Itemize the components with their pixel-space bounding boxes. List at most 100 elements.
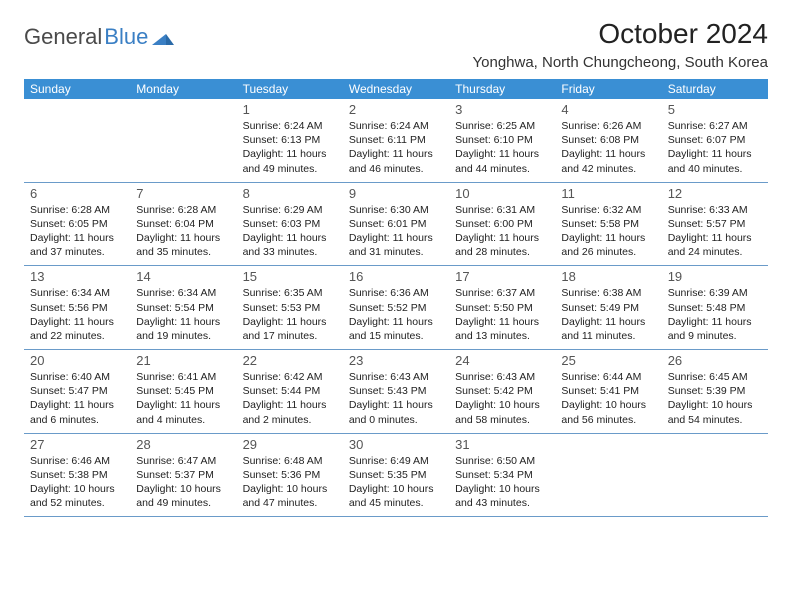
sunrise-line: Sunrise: 6:29 AM: [243, 203, 337, 217]
sunset-line: Sunset: 5:39 PM: [668, 384, 762, 398]
sunrise-line: Sunrise: 6:45 AM: [668, 370, 762, 384]
daylight-line: Daylight: 11 hours and 22 minutes.: [30, 315, 124, 343]
daylight-line: Daylight: 11 hours and 17 minutes.: [243, 315, 337, 343]
calendar-day: 12Sunrise: 6:33 AMSunset: 5:57 PMDayligh…: [662, 183, 768, 266]
day-number: 31: [455, 437, 549, 452]
sunset-line: Sunset: 5:35 PM: [349, 468, 443, 482]
calendar-day: 29Sunrise: 6:48 AMSunset: 5:36 PMDayligh…: [237, 434, 343, 517]
sunrise-line: Sunrise: 6:24 AM: [349, 119, 443, 133]
sunrise-line: Sunrise: 6:28 AM: [30, 203, 124, 217]
sunset-line: Sunset: 5:56 PM: [30, 301, 124, 315]
logo-icon: [152, 29, 174, 45]
sunrise-line: Sunrise: 6:39 AM: [668, 286, 762, 300]
sunset-line: Sunset: 5:36 PM: [243, 468, 337, 482]
day-number: 8: [243, 186, 337, 201]
sunrise-line: Sunrise: 6:38 AM: [561, 286, 655, 300]
calendar-week: 27Sunrise: 6:46 AMSunset: 5:38 PMDayligh…: [24, 434, 768, 518]
day-number: 30: [349, 437, 443, 452]
sunrise-line: Sunrise: 6:46 AM: [30, 454, 124, 468]
day-number: 23: [349, 353, 443, 368]
daylight-line: Daylight: 11 hours and 9 minutes.: [668, 315, 762, 343]
sunrise-line: Sunrise: 6:34 AM: [136, 286, 230, 300]
daylight-line: Daylight: 11 hours and 28 minutes.: [455, 231, 549, 259]
sunrise-line: Sunrise: 6:37 AM: [455, 286, 549, 300]
day-number: 15: [243, 269, 337, 284]
calendar-day: [662, 434, 768, 517]
sunset-line: Sunset: 5:42 PM: [455, 384, 549, 398]
calendar-day: 2Sunrise: 6:24 AMSunset: 6:11 PMDaylight…: [343, 99, 449, 182]
sunset-line: Sunset: 5:50 PM: [455, 301, 549, 315]
sunset-line: Sunset: 5:41 PM: [561, 384, 655, 398]
calendar-day: 20Sunrise: 6:40 AMSunset: 5:47 PMDayligh…: [24, 350, 130, 433]
daylight-line: Daylight: 10 hours and 58 minutes.: [455, 398, 549, 426]
sunset-line: Sunset: 5:37 PM: [136, 468, 230, 482]
sunrise-line: Sunrise: 6:25 AM: [455, 119, 549, 133]
sunrise-line: Sunrise: 6:28 AM: [136, 203, 230, 217]
sunrise-line: Sunrise: 6:41 AM: [136, 370, 230, 384]
calendar-day: 13Sunrise: 6:34 AMSunset: 5:56 PMDayligh…: [24, 266, 130, 349]
calendar-week: 20Sunrise: 6:40 AMSunset: 5:47 PMDayligh…: [24, 350, 768, 434]
calendar-week: 13Sunrise: 6:34 AMSunset: 5:56 PMDayligh…: [24, 266, 768, 350]
calendar-day: 19Sunrise: 6:39 AMSunset: 5:48 PMDayligh…: [662, 266, 768, 349]
calendar-day: 4Sunrise: 6:26 AMSunset: 6:08 PMDaylight…: [555, 99, 661, 182]
sunrise-line: Sunrise: 6:42 AM: [243, 370, 337, 384]
daylight-line: Daylight: 11 hours and 2 minutes.: [243, 398, 337, 426]
sunrise-line: Sunrise: 6:43 AM: [455, 370, 549, 384]
daylight-line: Daylight: 11 hours and 24 minutes.: [668, 231, 762, 259]
daylight-line: Daylight: 10 hours and 54 minutes.: [668, 398, 762, 426]
weekday-header: Thursday: [449, 79, 555, 99]
calendar-day: 10Sunrise: 6:31 AMSunset: 6:00 PMDayligh…: [449, 183, 555, 266]
sunset-line: Sunset: 6:08 PM: [561, 133, 655, 147]
sunrise-line: Sunrise: 6:47 AM: [136, 454, 230, 468]
daylight-line: Daylight: 11 hours and 0 minutes.: [349, 398, 443, 426]
sunset-line: Sunset: 5:45 PM: [136, 384, 230, 398]
daylight-line: Daylight: 11 hours and 15 minutes.: [349, 315, 443, 343]
calendar-body: 1Sunrise: 6:24 AMSunset: 6:13 PMDaylight…: [24, 99, 768, 517]
calendar-day: 7Sunrise: 6:28 AMSunset: 6:04 PMDaylight…: [130, 183, 236, 266]
sunrise-line: Sunrise: 6:30 AM: [349, 203, 443, 217]
calendar-day: 11Sunrise: 6:32 AMSunset: 5:58 PMDayligh…: [555, 183, 661, 266]
logo-text-2: Blue: [104, 24, 148, 50]
day-number: 14: [136, 269, 230, 284]
sunset-line: Sunset: 5:43 PM: [349, 384, 443, 398]
calendar-week: 1Sunrise: 6:24 AMSunset: 6:13 PMDaylight…: [24, 99, 768, 183]
day-number: 28: [136, 437, 230, 452]
daylight-line: Daylight: 11 hours and 31 minutes.: [349, 231, 443, 259]
day-number: 21: [136, 353, 230, 368]
calendar-day: 25Sunrise: 6:44 AMSunset: 5:41 PMDayligh…: [555, 350, 661, 433]
calendar-day: 24Sunrise: 6:43 AMSunset: 5:42 PMDayligh…: [449, 350, 555, 433]
day-number: 1: [243, 102, 337, 117]
calendar-day: 22Sunrise: 6:42 AMSunset: 5:44 PMDayligh…: [237, 350, 343, 433]
sunrise-line: Sunrise: 6:36 AM: [349, 286, 443, 300]
day-number: 4: [561, 102, 655, 117]
sunset-line: Sunset: 5:54 PM: [136, 301, 230, 315]
day-number: 13: [30, 269, 124, 284]
day-number: 27: [30, 437, 124, 452]
title-block: October 2024 Yonghwa, North Chungcheong,…: [473, 18, 769, 71]
sunrise-line: Sunrise: 6:48 AM: [243, 454, 337, 468]
weekday-header: Monday: [130, 79, 236, 99]
sunrise-line: Sunrise: 6:27 AM: [668, 119, 762, 133]
day-number: 11: [561, 186, 655, 201]
calendar-day: 9Sunrise: 6:30 AMSunset: 6:01 PMDaylight…: [343, 183, 449, 266]
daylight-line: Daylight: 10 hours and 49 minutes.: [136, 482, 230, 510]
daylight-line: Daylight: 11 hours and 44 minutes.: [455, 147, 549, 175]
weekday-header: Saturday: [662, 79, 768, 99]
sunset-line: Sunset: 6:05 PM: [30, 217, 124, 231]
daylight-line: Daylight: 11 hours and 42 minutes.: [561, 147, 655, 175]
day-number: 17: [455, 269, 549, 284]
sunset-line: Sunset: 5:52 PM: [349, 301, 443, 315]
day-number: 19: [668, 269, 762, 284]
sunrise-line: Sunrise: 6:50 AM: [455, 454, 549, 468]
daylight-line: Daylight: 11 hours and 49 minutes.: [243, 147, 337, 175]
daylight-line: Daylight: 11 hours and 6 minutes.: [30, 398, 124, 426]
location: Yonghwa, North Chungcheong, South Korea: [473, 54, 769, 71]
sunset-line: Sunset: 6:04 PM: [136, 217, 230, 231]
calendar-day: 23Sunrise: 6:43 AMSunset: 5:43 PMDayligh…: [343, 350, 449, 433]
sunset-line: Sunset: 6:01 PM: [349, 217, 443, 231]
day-number: 26: [668, 353, 762, 368]
calendar-day: 1Sunrise: 6:24 AMSunset: 6:13 PMDaylight…: [237, 99, 343, 182]
day-number: 29: [243, 437, 337, 452]
calendar-day: 15Sunrise: 6:35 AMSunset: 5:53 PMDayligh…: [237, 266, 343, 349]
sunset-line: Sunset: 6:10 PM: [455, 133, 549, 147]
